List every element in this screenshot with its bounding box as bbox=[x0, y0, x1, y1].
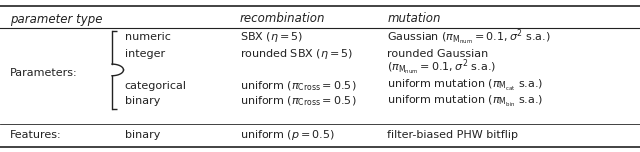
Text: uniform ($\pi_{\mathrm{Cross}} = 0.5$): uniform ($\pi_{\mathrm{Cross}} = 0.5$) bbox=[240, 94, 356, 108]
Text: rounded Gaussian: rounded Gaussian bbox=[387, 49, 488, 59]
Text: mutation: mutation bbox=[387, 12, 441, 26]
Text: categorical: categorical bbox=[125, 81, 187, 91]
Text: binary: binary bbox=[125, 96, 160, 106]
Text: uniform ($p = 0.5$): uniform ($p = 0.5$) bbox=[240, 128, 335, 142]
Text: SBX ($\eta = 5$): SBX ($\eta = 5$) bbox=[240, 30, 303, 44]
Text: Features:: Features: bbox=[10, 130, 61, 140]
Text: integer: integer bbox=[125, 49, 165, 59]
Text: recombination: recombination bbox=[240, 12, 326, 26]
Text: Parameters:: Parameters: bbox=[10, 68, 77, 78]
Text: parameter type: parameter type bbox=[10, 12, 102, 26]
Text: ($\pi_{\mathrm{M_{num}}} = 0.1, \sigma^2$ s.a.): ($\pi_{\mathrm{M_{num}}} = 0.1, \sigma^2… bbox=[387, 58, 496, 78]
Text: filter-biased PHW bitflip: filter-biased PHW bitflip bbox=[387, 130, 518, 140]
Text: rounded SBX ($\eta = 5$): rounded SBX ($\eta = 5$) bbox=[240, 47, 353, 61]
Text: binary: binary bbox=[125, 130, 160, 140]
Text: uniform mutation ($\pi_{\mathrm{M_{bin}}}$ s.a.): uniform mutation ($\pi_{\mathrm{M_{bin}}… bbox=[387, 93, 543, 109]
Text: numeric: numeric bbox=[125, 32, 171, 42]
Text: uniform ($\pi_{\mathrm{Cross}} = 0.5$): uniform ($\pi_{\mathrm{Cross}} = 0.5$) bbox=[240, 79, 356, 93]
Text: Gaussian ($\pi_{\mathrm{M_{num}}} = 0.1, \sigma^2$ s.a.): Gaussian ($\pi_{\mathrm{M_{num}}} = 0.1,… bbox=[387, 27, 551, 47]
Text: uniform mutation ($\pi_{\mathrm{M_{cat}}}$ s.a.): uniform mutation ($\pi_{\mathrm{M_{cat}}… bbox=[387, 78, 543, 93]
